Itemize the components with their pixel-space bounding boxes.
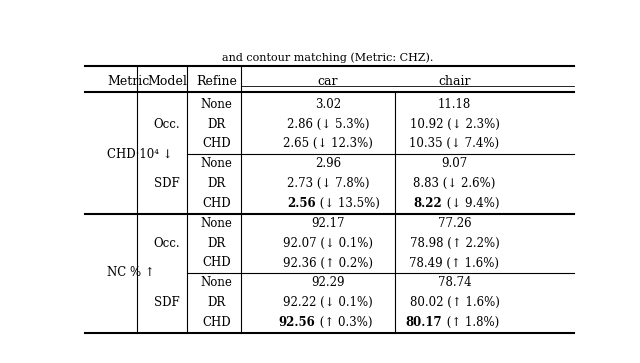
Text: 92.22 (↓ 0.1%): 92.22 (↓ 0.1%): [283, 296, 373, 309]
Text: car: car: [317, 75, 339, 88]
Text: None: None: [200, 157, 232, 170]
Text: DR: DR: [207, 177, 225, 190]
Text: 2.73 (↓ 7.8%): 2.73 (↓ 7.8%): [287, 177, 369, 190]
Text: Occ.: Occ.: [154, 237, 180, 250]
Text: CHD: CHD: [202, 197, 230, 210]
Text: SDF: SDF: [154, 296, 180, 309]
Text: 78.49 (↑ 1.6%): 78.49 (↑ 1.6%): [410, 257, 499, 269]
Text: DR: DR: [207, 296, 225, 309]
Text: DR: DR: [207, 237, 225, 250]
Text: CHD·10⁴ ↓: CHD·10⁴ ↓: [108, 147, 173, 160]
Text: NC % ↑: NC % ↑: [108, 266, 155, 280]
Text: and contour matching (Metric: CHZ).: and contour matching (Metric: CHZ).: [222, 52, 434, 62]
Text: 10.35 (↓ 7.4%): 10.35 (↓ 7.4%): [410, 138, 500, 150]
Text: 92.29: 92.29: [311, 276, 345, 289]
Text: 92.07 (↓ 0.1%): 92.07 (↓ 0.1%): [283, 237, 373, 250]
Text: (↑ 1.8%): (↑ 1.8%): [443, 316, 499, 329]
Text: 92.36 (↑ 0.2%): 92.36 (↑ 0.2%): [283, 257, 373, 269]
Text: 92.56: 92.56: [279, 316, 316, 329]
Text: 11.18: 11.18: [438, 98, 471, 111]
Text: Metric: Metric: [108, 75, 150, 88]
Text: 8.22: 8.22: [413, 197, 442, 210]
Text: 2.96: 2.96: [315, 157, 341, 170]
Text: 78.74: 78.74: [438, 276, 471, 289]
Text: DR: DR: [207, 118, 225, 131]
Text: 77.26: 77.26: [438, 217, 471, 230]
Text: None: None: [200, 217, 232, 230]
Text: CHD: CHD: [202, 316, 230, 329]
Text: (↓ 9.4%): (↓ 9.4%): [443, 197, 499, 210]
Text: 2.86 (↓ 5.3%): 2.86 (↓ 5.3%): [287, 118, 369, 131]
Text: (↑ 0.3%): (↑ 0.3%): [316, 316, 372, 329]
Text: SDF: SDF: [154, 177, 180, 190]
Text: (↓ 13.5%): (↓ 13.5%): [316, 197, 380, 210]
Text: 8.83 (↓ 2.6%): 8.83 (↓ 2.6%): [413, 177, 495, 190]
Text: 92.17: 92.17: [311, 217, 345, 230]
Text: None: None: [200, 98, 232, 111]
Text: 2.56: 2.56: [287, 197, 316, 210]
Text: 10.92 (↓ 2.3%): 10.92 (↓ 2.3%): [410, 118, 499, 131]
Text: CHD: CHD: [202, 138, 230, 150]
Text: 2.65 (↓ 12.3%): 2.65 (↓ 12.3%): [283, 138, 373, 150]
Text: 80.17: 80.17: [406, 316, 442, 329]
Text: 3.02: 3.02: [315, 98, 341, 111]
Text: Model: Model: [147, 75, 187, 88]
Text: Occ.: Occ.: [154, 118, 180, 131]
Text: CHD: CHD: [202, 257, 230, 269]
Text: None: None: [200, 276, 232, 289]
Text: chair: chair: [438, 75, 471, 88]
Text: 9.07: 9.07: [442, 157, 468, 170]
Text: 80.02 (↑ 1.6%): 80.02 (↑ 1.6%): [410, 296, 499, 309]
Text: Refine: Refine: [196, 75, 237, 88]
Text: 78.98 (↑ 2.2%): 78.98 (↑ 2.2%): [410, 237, 499, 250]
